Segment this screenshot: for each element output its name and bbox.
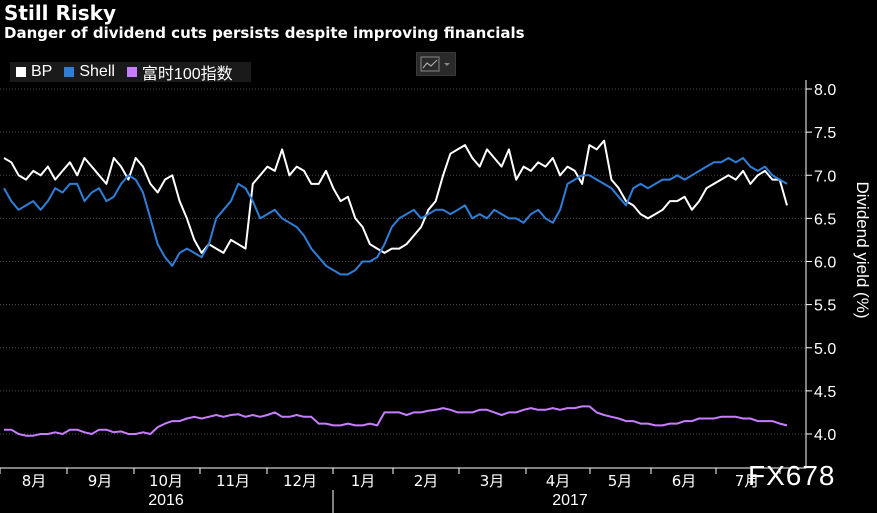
legend-item-bp[interactable]: BP	[16, 63, 52, 81]
series-line-bp	[3, 139, 788, 254]
x-tick-label: 5月	[608, 472, 633, 490]
x-year-label: 2016	[148, 492, 184, 509]
x-tick-label: 6月	[672, 472, 697, 490]
legend-swatch-ftse	[126, 67, 137, 77]
legend-swatch-bp	[16, 67, 26, 77]
y-axis-label: Dividend yield (%)	[853, 182, 872, 319]
x-tick-label: 7月	[735, 472, 760, 490]
series-lines	[3, 139, 788, 437]
legend-label-ftse: 富时100指数	[141, 66, 233, 83]
legend-swatch-shell	[64, 67, 75, 77]
y-tick-label: 7.0	[814, 168, 836, 185]
y-tick-label: 7.5	[814, 125, 836, 142]
x-tick-label: 1月	[351, 472, 376, 490]
legend-item-shell[interactable]: Shell	[64, 63, 115, 81]
legend: BP Shell 富时100指数	[10, 60, 251, 84]
series-line-ftse	[4, 405, 788, 437]
chart-title: Still Risky	[4, 1, 116, 25]
legend-item-ftse[interactable]: 富时100指数	[126, 60, 233, 84]
x-tick-label: 2月	[414, 472, 439, 490]
x-year-label: 2017	[552, 492, 588, 509]
x-axis: 8月 9月 10月 11月 12月 1月 2月 3月 4月 5月 6月 7月 2016 2017	[0, 467, 806, 513]
chart-type-button[interactable]	[416, 52, 456, 76]
y-axis-ticks: 4.0 4.5 5.0 5.5 6.0 6.5 7.0 7.5 8.0	[805, 80, 836, 468]
x-tick-label: 9月	[88, 472, 113, 490]
x-tick-label: 10月	[149, 472, 183, 490]
series-line-shell	[3, 157, 788, 276]
y-tick-label: 6.0	[814, 255, 836, 272]
y-tick-label: 5.5	[814, 298, 836, 315]
chart-subtitle: Danger of dividend cuts persists despite…	[4, 24, 525, 42]
grid-lines	[0, 88, 806, 435]
x-tick-label: 4月	[546, 472, 571, 490]
y-tick-label: 4.5	[814, 384, 836, 401]
x-tick-label: 11月	[216, 472, 250, 490]
legend-label-bp: BP	[31, 63, 53, 80]
y-tick-label: 6.5	[814, 211, 836, 228]
watermark: FX678	[748, 460, 836, 491]
y-tick-label: 5.0	[814, 341, 836, 358]
y-tick-label: 8.0	[814, 82, 836, 99]
x-tick-label: 8月	[22, 472, 47, 490]
legend-label-shell: Shell	[79, 63, 115, 80]
line-chart-icon	[420, 56, 450, 72]
x-tick-label: 3月	[480, 472, 505, 490]
y-tick-label: 4.0	[814, 427, 836, 444]
x-tick-label: 12月	[283, 472, 317, 490]
